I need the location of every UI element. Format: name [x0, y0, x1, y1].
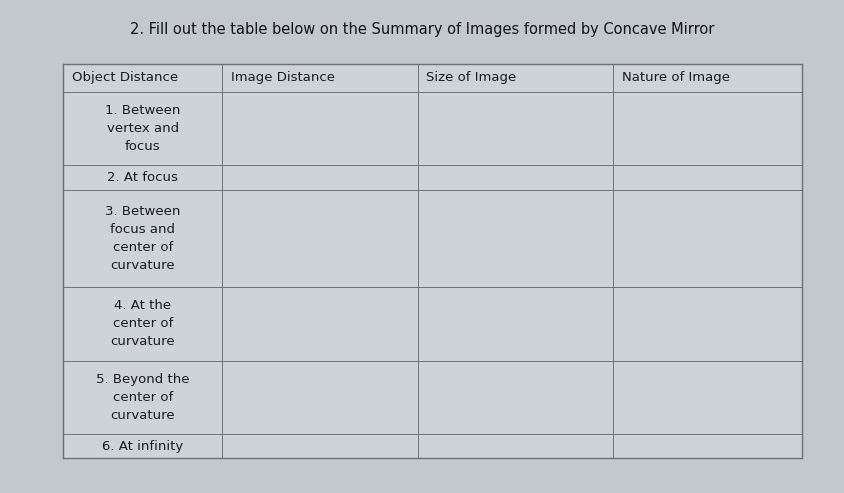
Text: 5. Beyond the
center of
curvature: 5. Beyond the center of curvature [96, 373, 189, 422]
Text: Image Distance: Image Distance [230, 71, 334, 84]
Text: 1. Between
vertex and
focus: 1. Between vertex and focus [105, 104, 181, 153]
Text: 6. At infinity: 6. At infinity [102, 440, 183, 453]
Text: Size of Image: Size of Image [426, 71, 517, 84]
Text: 4. At the
center of
curvature: 4. At the center of curvature [111, 300, 175, 349]
Text: 3. Between
focus and
center of
curvature: 3. Between focus and center of curvature [105, 205, 181, 272]
Text: Nature of Image: Nature of Image [622, 71, 730, 84]
Text: 2. At focus: 2. At focus [107, 171, 178, 184]
Text: 2. Fill out the table below on the Summary of Images formed by Concave Mirror: 2. Fill out the table below on the Summa… [130, 22, 714, 37]
Text: Object Distance: Object Distance [72, 71, 178, 84]
